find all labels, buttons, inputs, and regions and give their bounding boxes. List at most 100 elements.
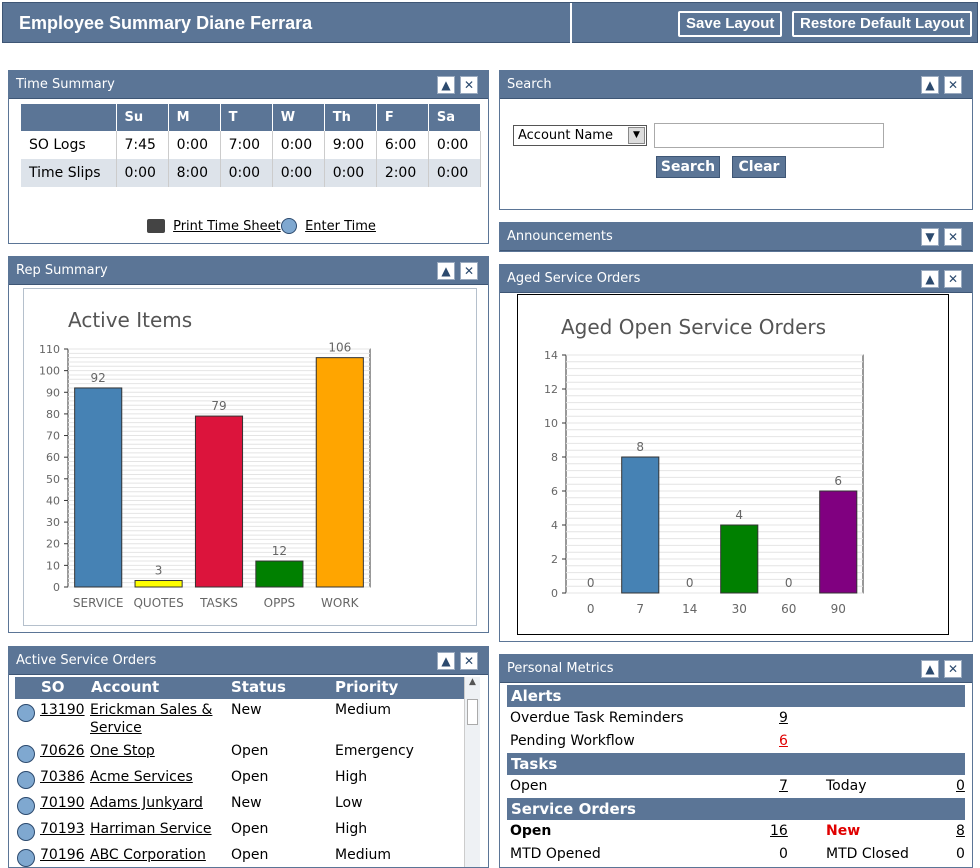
account-link[interactable]: ABC Corporation [90, 847, 206, 863]
chevron-down-icon[interactable]: ▼ [628, 127, 645, 144]
scrollbar-thumb[interactable] [467, 699, 478, 725]
expand-icon[interactable]: ▼ [921, 228, 939, 246]
table-row[interactable]: 70386 Acme Services Open High [15, 769, 465, 793]
enter-time-link[interactable]: Enter Time [305, 219, 376, 234]
y-tick-label: 30 [46, 516, 60, 529]
row-label: Time Slips [21, 159, 117, 187]
account-link[interactable]: Adams Junkyard [90, 795, 203, 811]
service-order-icon[interactable] [17, 823, 35, 841]
so-number-link[interactable]: 70190 [40, 795, 85, 811]
priority-text: High [335, 821, 368, 837]
minimize-icon[interactable]: ▲ [437, 76, 455, 94]
print-time-sheet-link-wrap[interactable]: Print Time Sheet [147, 215, 281, 234]
y-tick-label: 4 [551, 519, 558, 532]
cell: 9:00 [324, 131, 377, 159]
tasks-today-count[interactable]: 0 [956, 778, 965, 794]
account-link[interactable]: Erickman Sales & [90, 702, 213, 718]
x-tick-label: 90 [831, 602, 846, 616]
x-tick-label: 14 [682, 602, 697, 616]
bar [194, 415, 244, 588]
header-divider [570, 3, 572, 43]
print-time-sheet-link[interactable]: Print Time Sheet [173, 219, 281, 234]
column-header-account: Account [91, 678, 160, 696]
aged-service-orders-header: Aged Service Orders ▲ ✕ [500, 265, 972, 293]
table-row[interactable]: 70190 Adams Junkyard New Low [15, 795, 465, 819]
close-icon[interactable]: ✕ [460, 652, 478, 670]
save-layout-button[interactable]: Save Layout [678, 11, 783, 37]
y-tick-label: 6 [551, 485, 558, 498]
search-input[interactable] [654, 123, 884, 148]
table-row[interactable]: 13190 Erickman Sales & Service New Mediu… [15, 702, 465, 742]
mtd-closed-count: 0 [956, 846, 965, 862]
service-order-icon[interactable] [17, 849, 35, 867]
minimize-icon[interactable]: ▲ [437, 652, 455, 670]
service-order-icon[interactable] [17, 797, 35, 815]
table-row[interactable]: 70196 ABC Corporation Open Medium [15, 847, 465, 867]
account-link-line2[interactable]: Service [90, 720, 142, 736]
close-icon[interactable]: ✕ [460, 76, 478, 94]
overdue-task-reminders-count[interactable]: 9 [779, 710, 788, 726]
search-panel: Search ▲ ✕ Account Name ▼ Search Clear [499, 70, 973, 210]
data-label: 0 [587, 576, 595, 590]
so-number-link[interactable]: 13190 [40, 702, 85, 718]
account-link[interactable]: Acme Services [90, 769, 193, 785]
panel-title: Aged Service Orders [507, 271, 641, 286]
scrollbar[interactable]: ▲ [464, 677, 480, 867]
y-tick-label: 10 [46, 559, 60, 572]
so-new-count[interactable]: 8 [956, 823, 965, 839]
search-button[interactable]: Search [656, 156, 720, 178]
close-icon[interactable]: ✕ [944, 270, 962, 288]
so-number-link[interactable]: 70196 [40, 847, 85, 863]
table-row[interactable]: 70626 One Stop Open Emergency [15, 743, 465, 767]
account-link[interactable]: One Stop [90, 743, 155, 759]
x-tick-label: QUOTES [133, 596, 183, 610]
clear-button[interactable]: Clear [732, 156, 786, 178]
y-tick-label: 14 [544, 349, 558, 362]
minimize-icon[interactable]: ▲ [921, 270, 939, 288]
table-row[interactable]: 70193 Harriman Service Open High [15, 821, 465, 845]
bar [74, 387, 123, 588]
status-text: New [231, 795, 262, 811]
x-tick-label: 60 [781, 602, 796, 616]
y-tick-label: 40 [46, 494, 60, 507]
so-number-link[interactable]: 70193 [40, 821, 85, 837]
cell: 0:00 [272, 131, 325, 159]
close-icon[interactable]: ✕ [944, 660, 962, 678]
cell: 8:00 [168, 159, 221, 187]
pending-workflow-count[interactable]: 6 [779, 733, 788, 749]
account-link[interactable]: Harriman Service [90, 821, 212, 837]
minimize-icon[interactable]: ▲ [437, 262, 455, 280]
active-service-orders-panel: Active Service Orders ▲ ✕ SO Account Sta… [8, 646, 489, 868]
minimize-icon[interactable]: ▲ [921, 76, 939, 94]
data-label: 0 [785, 576, 793, 590]
search-field-select[interactable]: Account Name ▼ [513, 125, 647, 146]
search-header: Search ▲ ✕ [500, 71, 972, 99]
service-order-icon[interactable] [17, 771, 35, 789]
cell: 0:00 [324, 159, 377, 187]
service-order-icon[interactable] [17, 704, 35, 722]
restore-default-layout-button[interactable]: Restore Default Layout [792, 11, 973, 37]
minimize-icon[interactable]: ▲ [921, 660, 939, 678]
table-header: Su [116, 104, 169, 131]
service-order-icon[interactable] [17, 745, 35, 763]
data-label: 106 [328, 341, 351, 355]
tasks-open-count[interactable]: 7 [779, 778, 788, 794]
x-tick-label: OPPS [264, 596, 296, 610]
data-label: 0 [686, 576, 694, 590]
close-icon[interactable]: ✕ [460, 262, 478, 280]
close-icon[interactable]: ✕ [944, 76, 962, 94]
so-number-link[interactable]: 70386 [40, 769, 85, 785]
status-text: New [231, 702, 262, 718]
mtd-opened-label: MTD Opened [510, 846, 601, 862]
search-field-selected: Account Name [518, 128, 613, 143]
table-header: Sa [428, 104, 482, 131]
enter-time-link-wrap[interactable]: Enter Time [281, 215, 376, 234]
so-open-count[interactable]: 16 [770, 823, 788, 839]
y-tick-label: 110 [39, 343, 60, 356]
so-number-link[interactable]: 70626 [40, 743, 85, 759]
aged-chart-frame: Aged Open Service Orders 0 2 4 6 8 10 12 14 0 0 8 7 0… [517, 294, 949, 635]
scroll-up-icon[interactable]: ▲ [469, 677, 476, 687]
close-icon[interactable]: ✕ [944, 228, 962, 246]
active-items-chart-frame: Active Items 0 10 20 30 40 50 60 70 80 90 100 110 92 S… [23, 288, 477, 626]
cell: 0:00 [428, 159, 482, 187]
